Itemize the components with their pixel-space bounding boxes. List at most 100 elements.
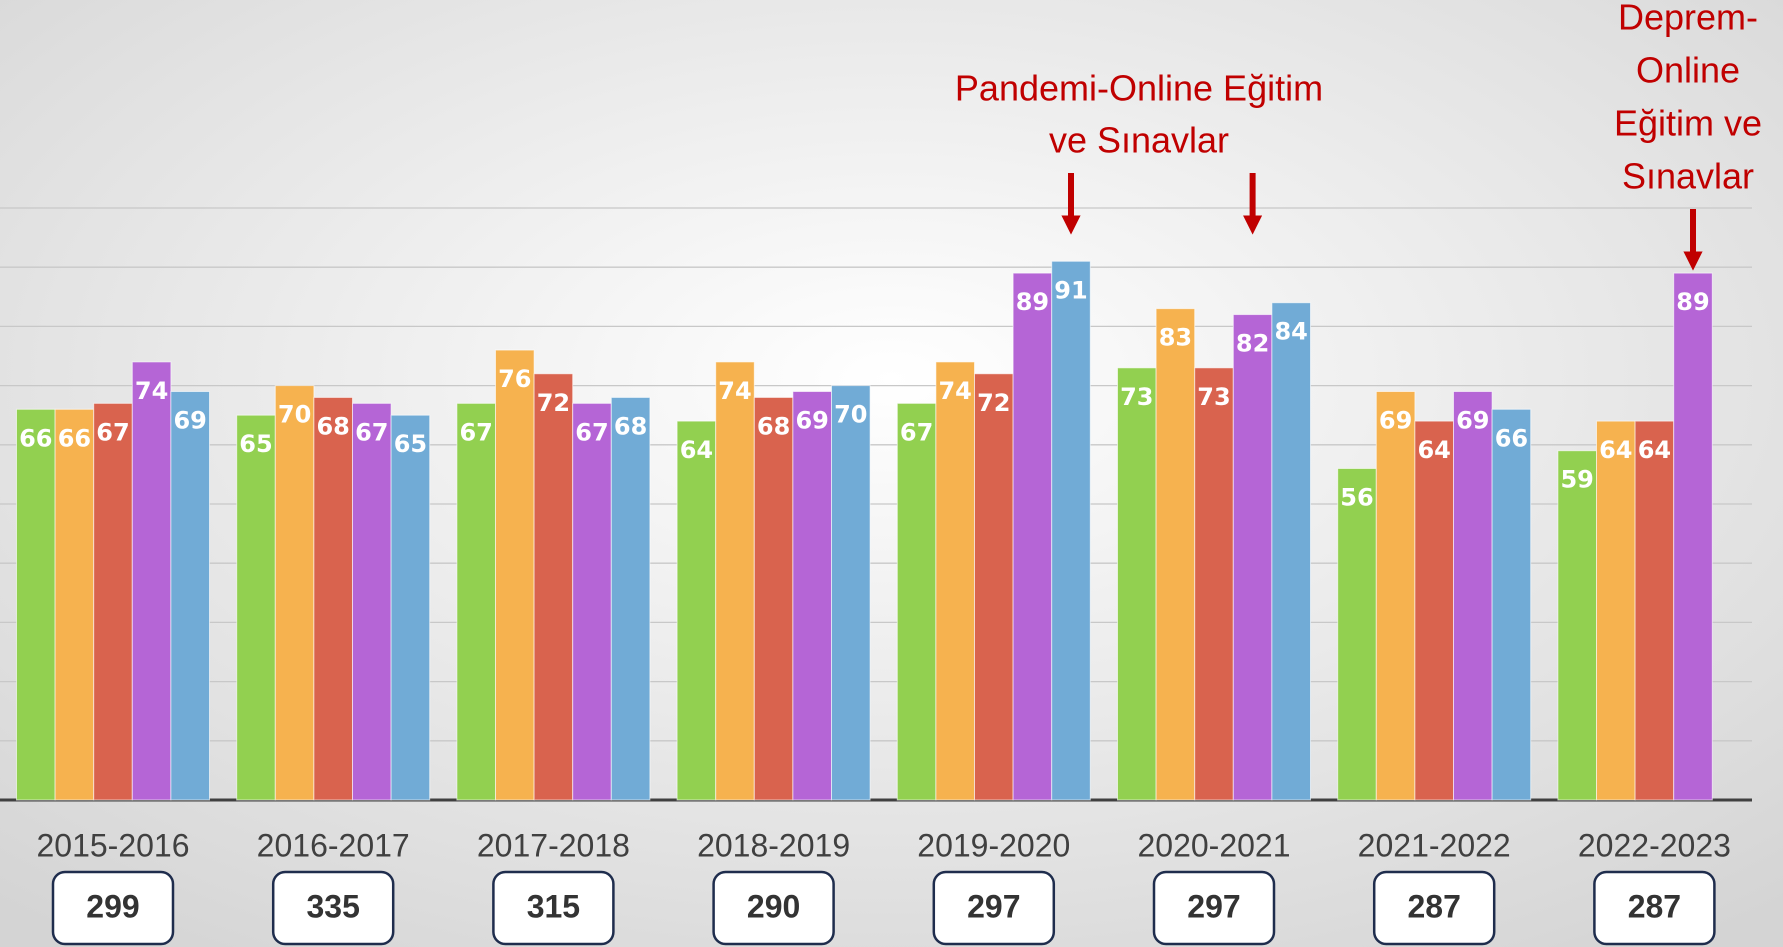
- value-label: 72: [537, 389, 570, 417]
- bar: [1012, 272, 1053, 801]
- value-label: 68: [614, 412, 647, 440]
- value-label: 74: [718, 377, 751, 405]
- bar: [896, 402, 937, 801]
- bar: [1491, 408, 1532, 801]
- annotation: Online: [1636, 50, 1740, 91]
- value-label: 64: [680, 436, 713, 464]
- value-label: 69: [1456, 407, 1489, 435]
- value-label: 67: [96, 418, 129, 446]
- bar: [495, 349, 535, 801]
- bar: [533, 373, 574, 801]
- total-box: [492, 870, 615, 946]
- value-label: 68: [316, 412, 349, 440]
- value-label: 64: [1599, 436, 1632, 464]
- bar: [274, 385, 315, 801]
- total-label: 287: [1628, 888, 1681, 924]
- x-tick-label: 2016-2017: [257, 827, 410, 863]
- x-tick-label: 2017-2018: [477, 827, 630, 863]
- value-label: 69: [795, 407, 828, 435]
- value-label: 68: [757, 412, 790, 440]
- value-label: 70: [278, 401, 311, 429]
- x-tick-label: 2015-2016: [36, 827, 189, 863]
- bar: [16, 408, 56, 801]
- bar: [236, 414, 276, 801]
- annotations: Pandemi-Online Eğitim ve Sınavlar Deprem- O…: [955, 0, 1762, 271]
- bar: [1375, 391, 1416, 801]
- bars: [16, 260, 1713, 801]
- bar: [456, 402, 496, 801]
- value-label: 89: [1016, 288, 1049, 316]
- bar: [1155, 308, 1196, 801]
- bar: [610, 396, 651, 801]
- bar: [1634, 420, 1675, 801]
- x-tick-label: 2021-2022: [1358, 827, 1511, 863]
- x-tick-label: 2019-2020: [917, 827, 1070, 863]
- value-label: 73: [1197, 383, 1230, 411]
- value-label: 89: [1676, 288, 1709, 316]
- bar: [753, 396, 794, 801]
- value-label: 73: [1120, 383, 1153, 411]
- value-label: 56: [1340, 483, 1373, 511]
- bar: [572, 402, 612, 801]
- value-label: 67: [355, 418, 388, 446]
- total-box: [1593, 870, 1716, 946]
- total-label: 287: [1408, 888, 1461, 924]
- bar: [1051, 260, 1091, 801]
- bar: [54, 408, 95, 801]
- total-box: [51, 870, 175, 946]
- bar: [93, 402, 133, 801]
- value-label: 83: [1159, 324, 1192, 352]
- annotation: ve Sınavlar: [1049, 120, 1229, 161]
- value-label: 65: [394, 430, 427, 458]
- bar: [831, 385, 871, 801]
- value-label: 67: [575, 418, 608, 446]
- bar: [974, 373, 1014, 801]
- bar: [676, 420, 717, 801]
- value-label: 69: [173, 407, 206, 435]
- value-label: 59: [1560, 466, 1593, 494]
- total-label: 297: [967, 888, 1020, 924]
- bar: [1117, 367, 1157, 801]
- value-label: 66: [19, 424, 52, 452]
- annotation: Sınavlar: [1622, 156, 1754, 197]
- total-box: [271, 870, 395, 946]
- value-label: 64: [1638, 436, 1671, 464]
- bar: [1453, 391, 1493, 801]
- total-label: 299: [86, 888, 139, 924]
- value-label: 74: [135, 377, 168, 405]
- value-label: 70: [834, 401, 867, 429]
- value-label: 74: [938, 377, 971, 405]
- value-label: 67: [900, 418, 933, 446]
- bar: [131, 361, 172, 801]
- bar: [1414, 420, 1455, 801]
- bar: [352, 402, 392, 801]
- value-label: 84: [1274, 318, 1307, 346]
- bar: [1271, 302, 1312, 801]
- bar: [1232, 314, 1273, 801]
- bar: [1557, 450, 1598, 801]
- total-label: 315: [527, 888, 580, 924]
- value-label: 91: [1054, 276, 1087, 304]
- bar: [170, 391, 210, 801]
- annotation: Eğitim ve: [1614, 103, 1762, 144]
- value-label: 67: [459, 418, 492, 446]
- x-tick-label: 2022-2023: [1578, 827, 1731, 863]
- annotation: Pandemi-Online Eğitim: [955, 68, 1323, 109]
- annotation: Deprem-: [1618, 0, 1758, 38]
- bar: [1337, 467, 1377, 801]
- total-box: [1152, 870, 1276, 946]
- value-label: 66: [1495, 424, 1528, 452]
- value-label: 64: [1417, 436, 1450, 464]
- bar: [1596, 420, 1636, 801]
- bar: [390, 414, 431, 801]
- bar: [715, 361, 755, 801]
- total-box: [1372, 870, 1496, 946]
- x-tick-label: 2018-2019: [697, 827, 850, 863]
- bar: [313, 396, 353, 801]
- value-label: 69: [1379, 407, 1412, 435]
- value-label: 65: [239, 430, 272, 458]
- value-label: 82: [1236, 330, 1269, 358]
